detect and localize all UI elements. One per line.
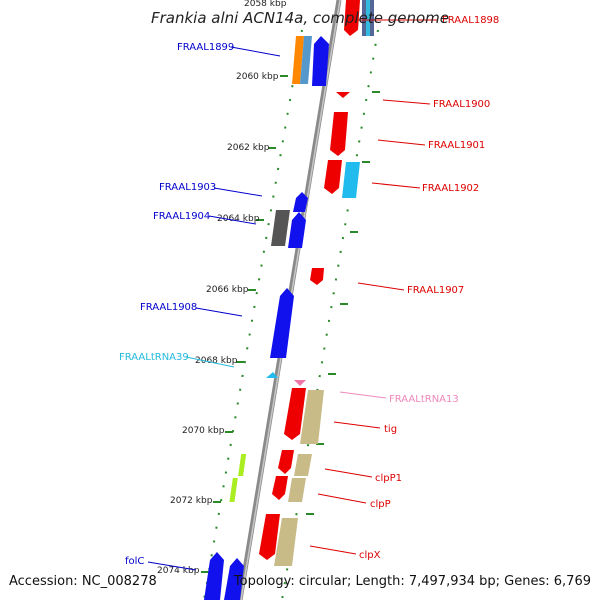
gene-label-folc: folC [125, 556, 144, 567]
tick-label: 2066 kbp [206, 285, 249, 295]
gene-label-fraal1907: FRAAL1907 [407, 285, 464, 296]
tick-label: 2058 kbp [244, 0, 287, 9]
gene-trna13 [294, 380, 306, 386]
gene-label-fraal1899: FRAAL1899 [177, 42, 234, 53]
tick-label: 2074 kbp [157, 566, 200, 576]
gene-arrow-fraal1901 [330, 112, 348, 156]
outer-dotted-track-right [281, 29, 379, 600]
gene-arrow-folc-b [224, 558, 244, 600]
gene-arrow-fraal1900 [336, 92, 350, 98]
gene-block-fraal1904 [271, 210, 290, 246]
gene-arrow-folc-a [204, 552, 224, 600]
gene-arrow-clpp1 [278, 450, 294, 474]
gene-label-fraaltrna13: FRAALtRNA13 [389, 394, 459, 405]
genome-summary: Topology: circular; Length: 7,497,934 bp… [233, 574, 591, 589]
gene-label-fraal1904: FRAAL1904 [153, 211, 210, 222]
gene-label-fraal1908: FRAAL1908 [140, 302, 197, 313]
gene-block-clpx-b [274, 518, 298, 566]
tick-label: 2068 kbp [195, 356, 238, 366]
gene-block-clpp-b [288, 478, 306, 502]
tick-label: 2062 kbp [227, 143, 270, 153]
gene-arrow-tig [284, 388, 306, 440]
gene-arrow-fraal1902a [324, 160, 342, 194]
gene-block-steel [300, 36, 312, 84]
gene-label-fraal1901: FRAAL1901 [428, 140, 485, 151]
gene-arrow-fraal1898 [344, 0, 360, 36]
gene-block-fraal1902b [342, 162, 360, 198]
gene-features [204, 0, 374, 600]
gene-arrow-fraal1908 [270, 288, 294, 358]
gene-label-fraal1898: FRAAL1898 [442, 15, 499, 26]
gene-leader-lines [147, 19, 438, 571]
tick-label: 2070 kbp [182, 426, 225, 436]
gene-block-tig-b [300, 390, 324, 444]
gene-label-fraaltrna39: FRAALtRNA39 [119, 352, 189, 363]
tick-labels: 2058 kbp 2060 kbp 2062 kbp 2064 kbp 2066… [157, 0, 287, 576]
gene-label-fraal1900: FRAAL1900 [433, 99, 490, 110]
gene-label-fraal1903: FRAAL1903 [159, 182, 216, 193]
tick-label: 2060 kbp [236, 72, 279, 82]
map-title: Frankia alni ACN14a, complete genome [151, 9, 449, 27]
gene-label-clpx: clpX [359, 550, 381, 561]
gene-trna39 [266, 372, 278, 378]
tick-label: 2072 kbp [170, 496, 213, 506]
accession-label: Accession: NC_008278 [9, 574, 157, 589]
tick-label: 2064 kbp [217, 214, 260, 224]
gene-labels: FRAAL1898 FRAAL1899 FRAAL1900 FRAAL1901 … [119, 15, 499, 567]
gene-arrow-fraal1903 [293, 192, 308, 212]
tick-marks [201, 75, 380, 573]
gene-arrow-fraal1904b [288, 212, 306, 248]
gene-block-clpp1-b [294, 454, 312, 476]
gene-arrow-fraal1907 [310, 268, 324, 285]
gene-arrow-clpp [272, 476, 288, 500]
gene-label-clpp1: clpP1 [375, 473, 402, 484]
gene-arrow-fraal1899 [312, 36, 329, 86]
gene-label-tig: tig [384, 424, 397, 435]
gene-label-clpp: clpP [370, 499, 391, 510]
gene-label-fraal1902: FRAAL1902 [422, 183, 479, 194]
gene-arrow-clpx [259, 514, 280, 560]
